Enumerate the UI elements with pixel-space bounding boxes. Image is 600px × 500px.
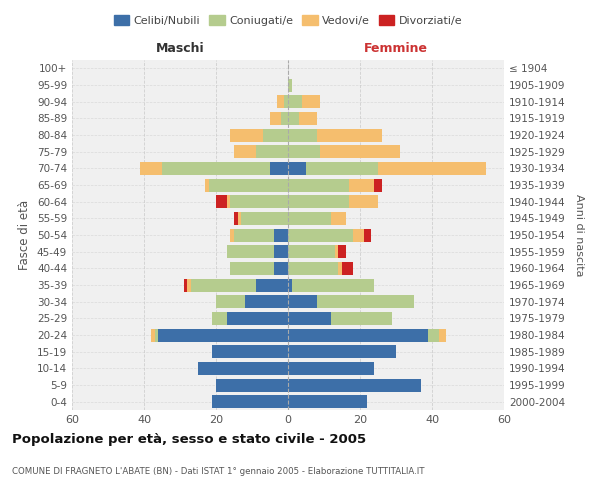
Bar bbox=[338, 245, 346, 258]
Bar bbox=[151, 328, 155, 342]
Bar bbox=[274, 228, 288, 241]
Bar bbox=[216, 195, 227, 208]
Bar bbox=[288, 78, 292, 92]
Bar bbox=[234, 228, 274, 241]
Bar bbox=[140, 162, 162, 175]
Bar bbox=[317, 295, 414, 308]
Bar bbox=[230, 128, 263, 141]
Bar bbox=[227, 312, 288, 325]
Bar bbox=[155, 328, 158, 342]
Bar bbox=[230, 228, 234, 241]
Bar bbox=[349, 195, 378, 208]
Bar bbox=[288, 145, 320, 158]
Bar bbox=[353, 228, 364, 241]
Bar bbox=[205, 178, 209, 192]
Bar bbox=[288, 328, 428, 342]
Bar bbox=[302, 95, 320, 108]
Bar bbox=[288, 195, 349, 208]
Text: Popolazione per età, sesso e stato civile - 2005: Popolazione per età, sesso e stato civil… bbox=[12, 432, 366, 446]
Bar bbox=[216, 378, 288, 392]
Bar bbox=[428, 328, 439, 342]
Bar bbox=[335, 245, 338, 258]
Bar bbox=[292, 278, 374, 291]
Text: COMUNE DI FRAGNETO L'ABATE (BN) - Dati ISTAT 1° gennaio 2005 - Elaborazione TUTT: COMUNE DI FRAGNETO L'ABATE (BN) - Dati I… bbox=[12, 468, 425, 476]
Bar bbox=[338, 262, 342, 275]
Bar bbox=[439, 328, 446, 342]
Text: Femmine: Femmine bbox=[364, 42, 428, 55]
Bar bbox=[288, 362, 374, 375]
Bar bbox=[212, 312, 227, 325]
Bar bbox=[288, 278, 292, 291]
Bar bbox=[331, 312, 392, 325]
Y-axis label: Fasce di età: Fasce di età bbox=[19, 200, 31, 270]
Bar bbox=[288, 378, 421, 392]
Bar bbox=[288, 112, 299, 125]
Bar bbox=[227, 245, 274, 258]
Bar bbox=[263, 128, 288, 141]
Bar bbox=[162, 162, 270, 175]
Bar bbox=[234, 212, 238, 225]
Bar bbox=[320, 145, 400, 158]
Bar bbox=[227, 195, 230, 208]
Bar bbox=[230, 195, 288, 208]
Bar bbox=[288, 162, 306, 175]
Bar bbox=[256, 145, 288, 158]
Bar bbox=[364, 228, 371, 241]
Bar bbox=[212, 345, 288, 358]
Bar bbox=[209, 178, 288, 192]
Bar bbox=[274, 262, 288, 275]
Bar bbox=[270, 112, 281, 125]
Bar bbox=[187, 278, 191, 291]
Bar bbox=[184, 278, 187, 291]
Bar bbox=[378, 162, 486, 175]
Bar bbox=[245, 295, 288, 308]
Bar bbox=[212, 395, 288, 408]
Bar bbox=[198, 362, 288, 375]
Bar bbox=[288, 128, 317, 141]
Bar bbox=[331, 212, 346, 225]
Bar bbox=[288, 345, 396, 358]
Bar bbox=[216, 295, 245, 308]
Y-axis label: Anni di nascita: Anni di nascita bbox=[574, 194, 584, 276]
Bar bbox=[256, 278, 288, 291]
Bar bbox=[288, 228, 353, 241]
Legend: Celibi/Nubili, Coniugati/e, Vedovi/e, Divorziati/e: Celibi/Nubili, Coniugati/e, Vedovi/e, Di… bbox=[109, 10, 467, 30]
Bar bbox=[191, 278, 256, 291]
Bar bbox=[288, 212, 331, 225]
Bar bbox=[158, 328, 288, 342]
Bar bbox=[270, 162, 288, 175]
Bar bbox=[234, 145, 256, 158]
Bar bbox=[284, 95, 288, 108]
Bar bbox=[317, 128, 382, 141]
Bar bbox=[342, 262, 353, 275]
Bar bbox=[374, 178, 382, 192]
Bar bbox=[277, 95, 284, 108]
Bar bbox=[281, 112, 288, 125]
Bar bbox=[288, 95, 302, 108]
Bar bbox=[299, 112, 317, 125]
Bar bbox=[288, 245, 335, 258]
Bar bbox=[241, 212, 288, 225]
Bar bbox=[238, 212, 241, 225]
Bar bbox=[288, 295, 317, 308]
Bar bbox=[288, 262, 338, 275]
Bar bbox=[306, 162, 378, 175]
Bar bbox=[349, 178, 374, 192]
Bar bbox=[230, 262, 274, 275]
Bar bbox=[288, 178, 349, 192]
Bar bbox=[288, 312, 331, 325]
Text: Maschi: Maschi bbox=[155, 42, 205, 55]
Bar bbox=[288, 395, 367, 408]
Bar bbox=[274, 245, 288, 258]
